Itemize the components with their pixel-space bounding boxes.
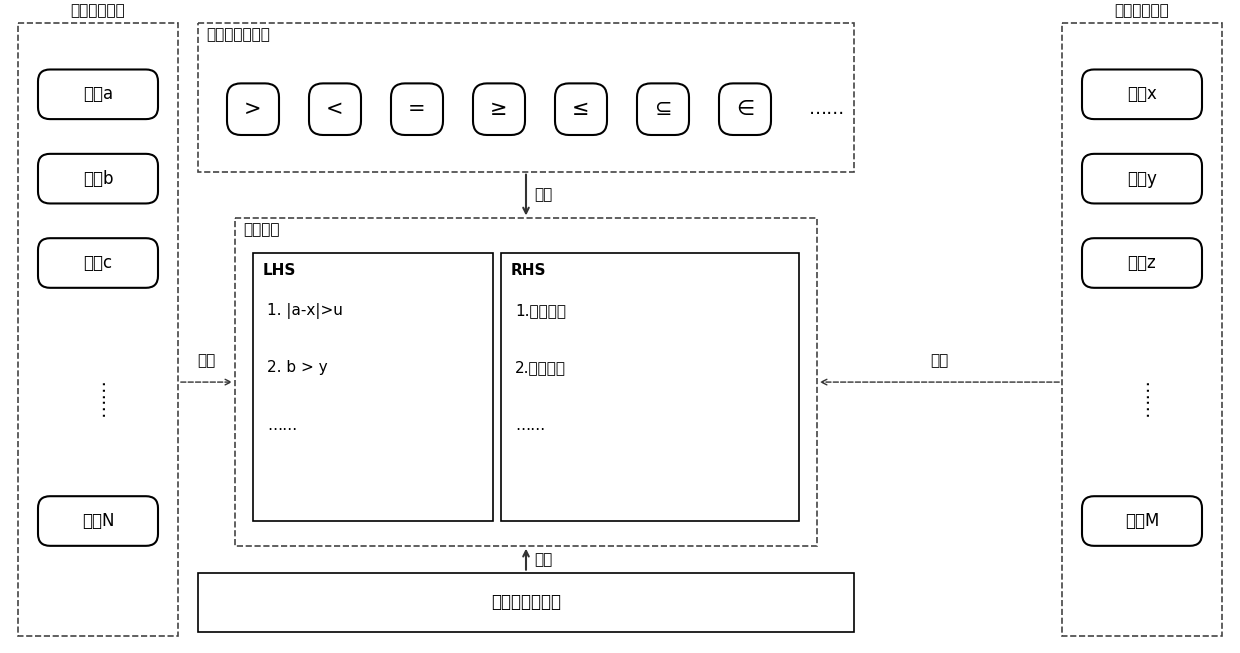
FancyBboxPatch shape xyxy=(227,84,279,135)
FancyBboxPatch shape xyxy=(1083,496,1202,546)
Text: 选取: 选取 xyxy=(534,187,552,202)
Text: ……: …… xyxy=(88,377,108,417)
Text: >: > xyxy=(244,99,262,119)
Text: 参数c: 参数c xyxy=(83,254,113,272)
Text: 参数b: 参数b xyxy=(83,170,113,187)
Bar xyxy=(236,218,817,546)
FancyBboxPatch shape xyxy=(38,238,157,288)
Text: ≥: ≥ xyxy=(490,99,507,119)
FancyBboxPatch shape xyxy=(38,496,157,546)
FancyBboxPatch shape xyxy=(391,84,443,135)
Bar xyxy=(1061,23,1221,636)
Text: 1. |a-x|>u: 1. |a-x|>u xyxy=(267,303,343,319)
FancyBboxPatch shape xyxy=(1083,238,1202,288)
Text: ≤: ≤ xyxy=(572,99,590,119)
Text: 1.执行流程: 1.执行流程 xyxy=(515,303,565,318)
Text: 试验装备数据: 试验装备数据 xyxy=(71,3,125,18)
Text: 选取: 选取 xyxy=(534,552,552,567)
FancyBboxPatch shape xyxy=(637,84,689,135)
FancyBboxPatch shape xyxy=(719,84,771,135)
Text: 选取: 选取 xyxy=(197,353,216,368)
Bar xyxy=(19,23,179,636)
Text: =: = xyxy=(408,99,425,119)
Text: 参数N: 参数N xyxy=(82,512,114,530)
FancyBboxPatch shape xyxy=(1083,69,1202,119)
Text: 比对规则: 比对规则 xyxy=(243,222,279,237)
Text: ……: …… xyxy=(808,100,846,118)
FancyBboxPatch shape xyxy=(38,69,157,119)
Text: 选取: 选取 xyxy=(930,353,949,368)
Bar xyxy=(198,573,854,632)
FancyBboxPatch shape xyxy=(556,84,608,135)
Text: RHS: RHS xyxy=(511,263,547,278)
Bar xyxy=(253,253,494,521)
FancyBboxPatch shape xyxy=(1083,154,1202,204)
Text: 2.指标计算: 2.指标计算 xyxy=(515,360,565,375)
Text: ……: …… xyxy=(267,418,298,433)
Text: 参数z: 参数z xyxy=(1127,254,1157,272)
Text: <: < xyxy=(326,99,343,119)
Bar xyxy=(198,23,854,172)
Text: 配验装备数据: 配验装备数据 xyxy=(1115,3,1169,18)
Text: 2. b > y: 2. b > y xyxy=(267,360,327,375)
Text: 参数M: 参数M xyxy=(1125,512,1159,530)
Text: LHS: LHS xyxy=(263,263,296,278)
Text: ……: …… xyxy=(515,418,546,433)
Text: 匹配规则决策库: 匹配规则决策库 xyxy=(491,594,560,611)
Text: 参数a: 参数a xyxy=(83,86,113,103)
Bar xyxy=(501,253,799,521)
Text: ⊆: ⊆ xyxy=(655,99,672,119)
FancyBboxPatch shape xyxy=(472,84,525,135)
Text: 参数y: 参数y xyxy=(1127,170,1157,187)
Text: 参数x: 参数x xyxy=(1127,86,1157,103)
Text: ……: …… xyxy=(1132,377,1152,417)
FancyBboxPatch shape xyxy=(309,84,361,135)
Text: ∈: ∈ xyxy=(735,99,754,119)
Text: 数据匹配操作符: 数据匹配操作符 xyxy=(206,27,270,42)
FancyBboxPatch shape xyxy=(38,154,157,204)
